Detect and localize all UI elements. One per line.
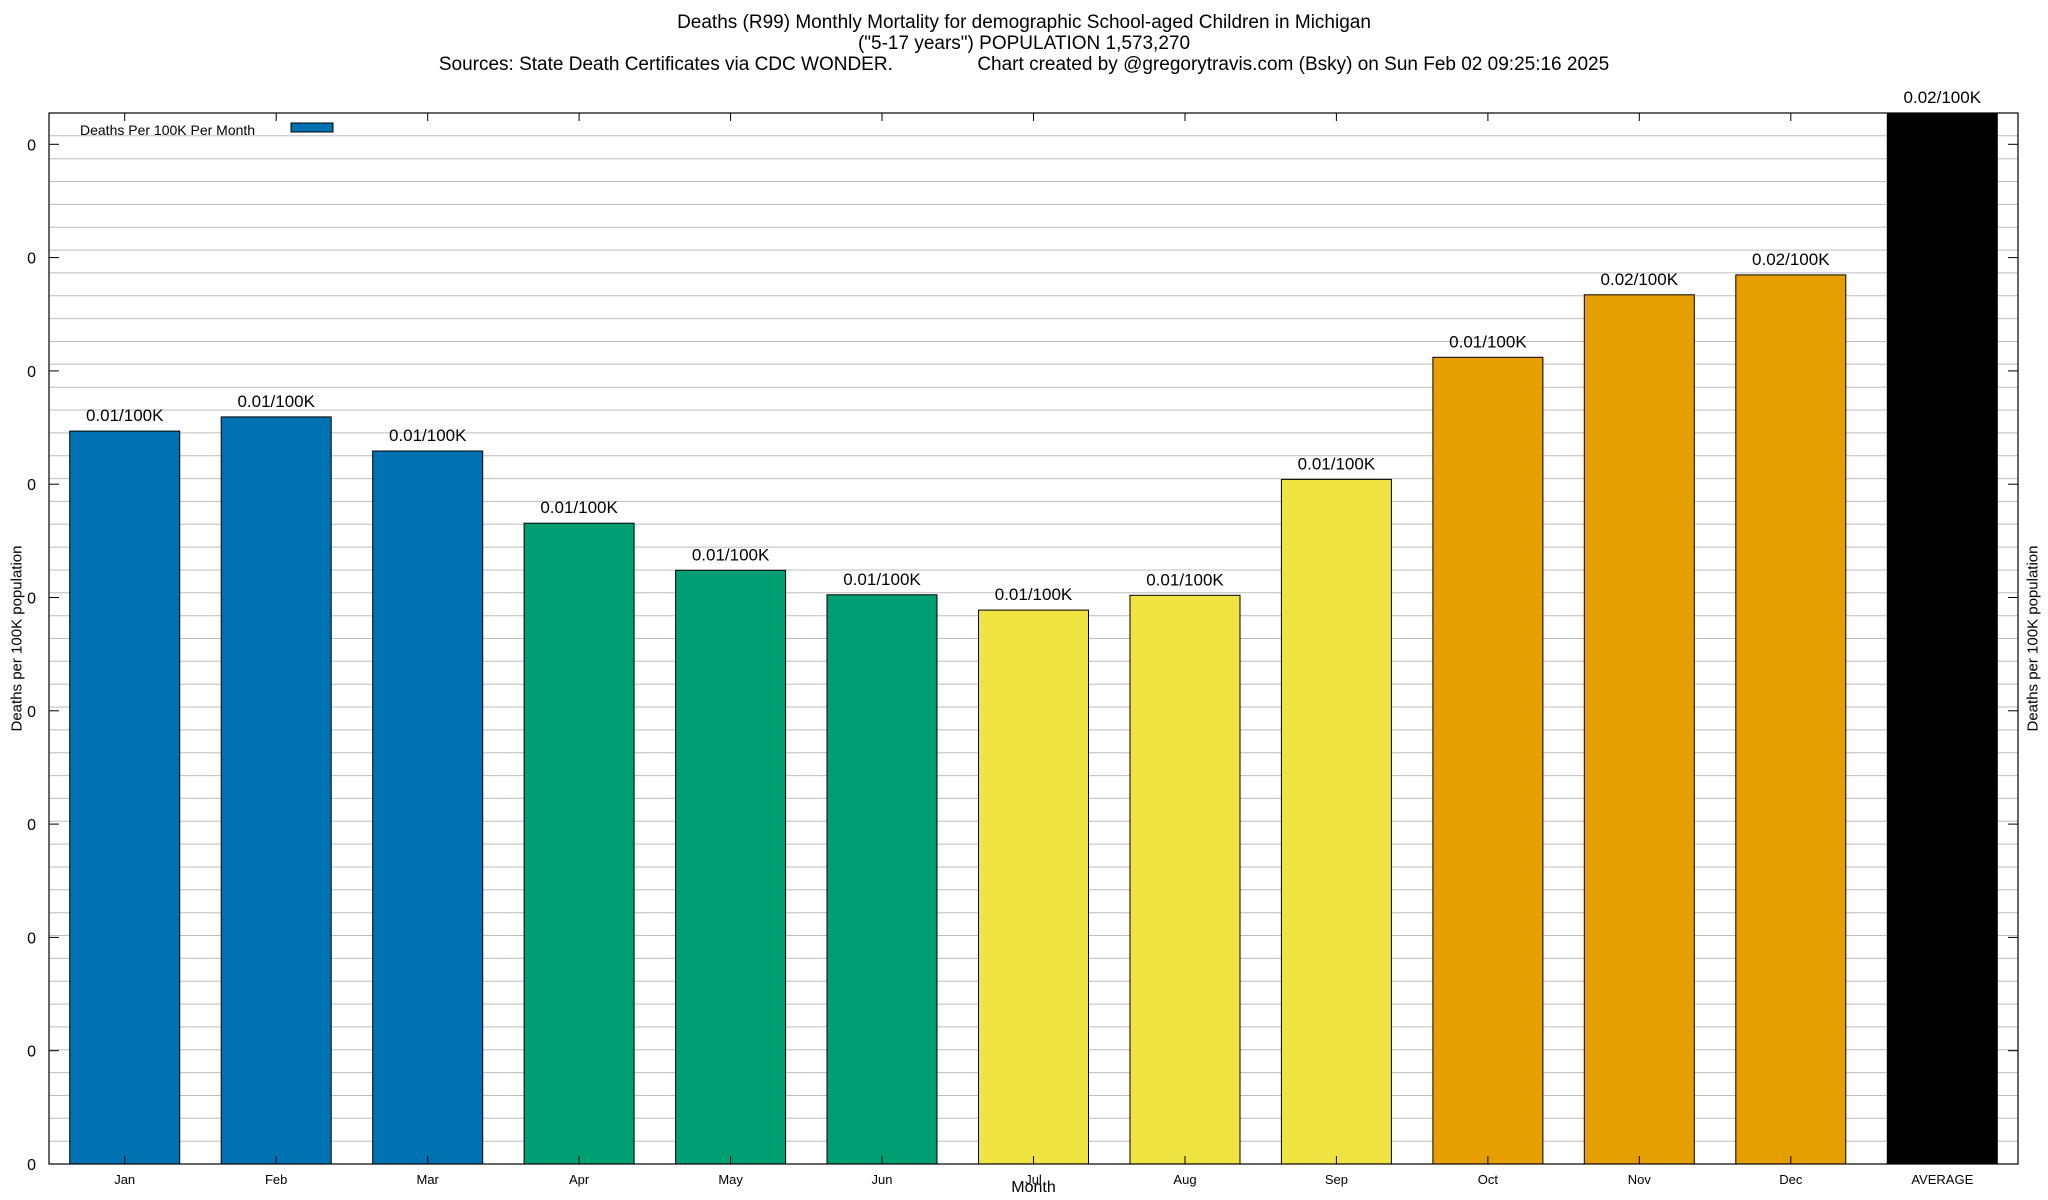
x-tick-label: Jul bbox=[1025, 1172, 1042, 1187]
data-label: 0.01/100K bbox=[389, 426, 467, 445]
bar-nov bbox=[1583, 294, 1695, 1165]
data-label: 0.01/100K bbox=[86, 406, 164, 425]
x-axis-label: Month bbox=[1011, 1179, 1055, 1196]
x-tick-label: Nov bbox=[1628, 1172, 1652, 1187]
data-label: 0.01/100K bbox=[237, 392, 315, 411]
bar-aug bbox=[1129, 594, 1241, 1165]
chart-sources: Sources: State Death Certificates via CD… bbox=[438, 54, 893, 75]
legend-swatch bbox=[290, 122, 334, 133]
x-tick-label: Jan bbox=[114, 1172, 135, 1187]
legend-label: Deaths Per 100K Per Month bbox=[80, 122, 255, 138]
bar-jun bbox=[826, 594, 938, 1165]
data-label: 0.01/100K bbox=[1146, 570, 1224, 589]
y-tick-label: 0 bbox=[27, 364, 36, 381]
chart-credit: Chart created by @gregorytravis.com (Bsk… bbox=[977, 54, 1610, 75]
y-axis-label-right: Deaths per 100K population bbox=[2024, 545, 2042, 731]
chart-sources-line: Sources: State Death Certificates via CD… bbox=[0, 54, 2048, 75]
bar-mar bbox=[372, 450, 484, 1165]
x-tick-label: Jun bbox=[872, 1172, 893, 1187]
bar-average bbox=[1886, 112, 1998, 1165]
y-tick-label: 0 bbox=[27, 477, 36, 494]
y-tick-label: 0 bbox=[27, 591, 36, 608]
bar-oct bbox=[1432, 356, 1544, 1165]
bar-may bbox=[675, 569, 787, 1165]
x-tick-label: Dec bbox=[1779, 1172, 1803, 1187]
y-axis-label-left: Deaths per 100K population bbox=[8, 545, 26, 731]
x-tick-label: AVERAGE bbox=[1911, 1172, 1973, 1187]
data-label: 0.02/100K bbox=[1752, 250, 1830, 269]
data-label: 0.01/100K bbox=[1298, 454, 1376, 473]
data-label: 0.01/100K bbox=[843, 570, 921, 589]
x-tick-label: Sep bbox=[1325, 1172, 1348, 1187]
data-label: 0.01/100K bbox=[995, 585, 1073, 604]
plot-border bbox=[48, 112, 2019, 1165]
y-tick-label: 0 bbox=[27, 1157, 36, 1174]
x-tick-label: Oct bbox=[1478, 1172, 1499, 1187]
bar-jul bbox=[978, 609, 1089, 1165]
data-label: 0.02/100K bbox=[1904, 88, 1982, 107]
chart-title: Deaths (R99) Monthly Mortality for demog… bbox=[677, 12, 1371, 33]
x-tick-label: Aug bbox=[1173, 1172, 1196, 1187]
x-tick-label: May bbox=[718, 1172, 743, 1187]
x-tick-label: Mar bbox=[417, 1172, 440, 1187]
data-label: 0.01/100K bbox=[1449, 332, 1527, 351]
chart-header: Deaths (R99) Monthly Mortality for demog… bbox=[0, 12, 2048, 75]
x-tick-label: Feb bbox=[265, 1172, 287, 1187]
bar-dec bbox=[1735, 274, 1847, 1165]
x-tick-label: Apr bbox=[569, 1172, 590, 1187]
data-label: 0.01/100K bbox=[540, 498, 618, 517]
y-tick-label: 0 bbox=[27, 1044, 36, 1061]
y-tick-label: 0 bbox=[27, 251, 36, 268]
bar-sep bbox=[1280, 478, 1392, 1165]
y-tick-label: 0 bbox=[27, 930, 36, 947]
y-tick-label: 0 bbox=[27, 704, 36, 721]
data-label: 0.01/100K bbox=[692, 545, 770, 564]
data-label: 0.02/100K bbox=[1601, 270, 1679, 289]
bar-feb bbox=[220, 416, 332, 1165]
y-tick-label: 0 bbox=[27, 137, 36, 154]
bar-jan bbox=[69, 430, 181, 1165]
y-tick-label: 0 bbox=[27, 817, 36, 834]
chart-subtitle: ("5-17 years") POPULATION 1,573,270 bbox=[857, 33, 1191, 54]
bar-apr bbox=[523, 522, 635, 1165]
